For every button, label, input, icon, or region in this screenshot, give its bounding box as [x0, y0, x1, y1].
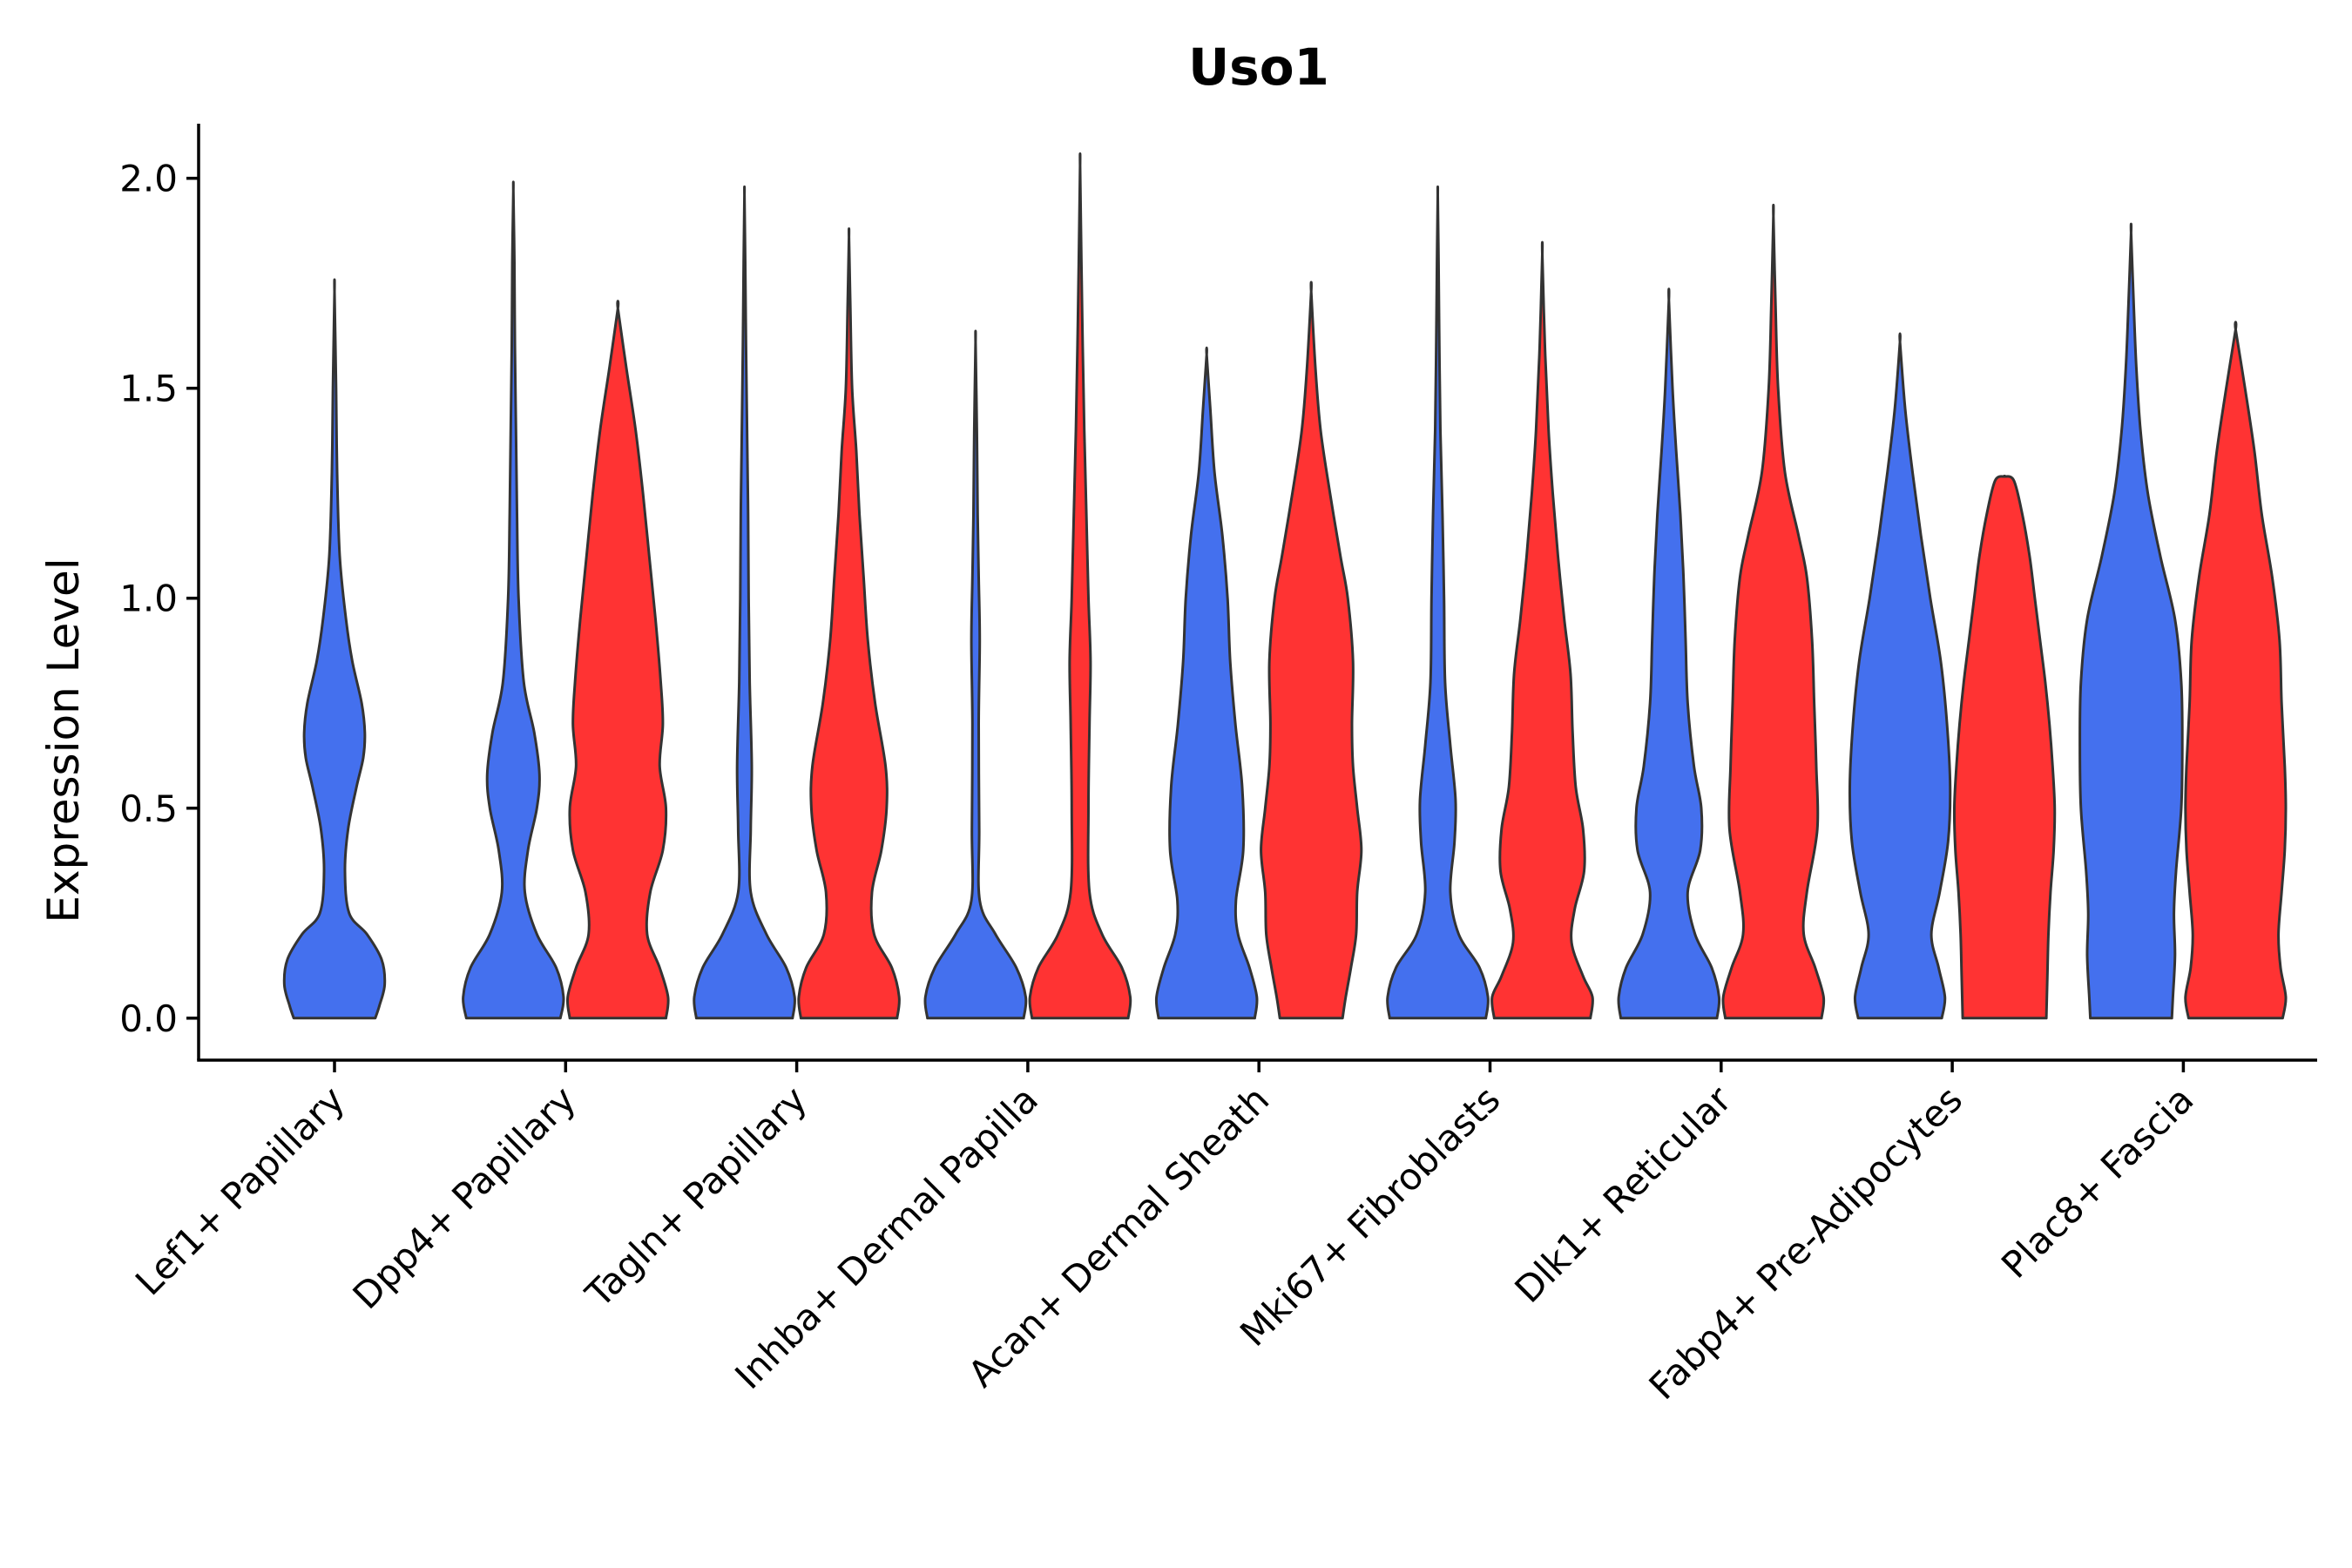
violin-dpp4-papillary-group-1: [462, 180, 565, 1020]
x-tick-label-dpp4-papillary: Dpp4+ Papillary: [345, 1078, 585, 1317]
y-tick-label: 0.5: [119, 787, 178, 830]
violin-dpp4-papillary-group-2: [565, 300, 670, 1020]
violin-acan-dermal-sheath-group-2: [1260, 280, 1363, 1020]
x-tick-label-plac8-fascia: Plac8+ Fascia: [1993, 1078, 2201, 1286]
violin-inhba-dermal-papilla-group-1: [923, 329, 1028, 1020]
y-tick-label: 1.0: [119, 578, 178, 620]
x-tick-label-mki67-fibroblasts: Mki67+ Fibroblasts: [1232, 1078, 1508, 1354]
chart-title: Uso1: [1188, 37, 1329, 97]
violin-mki67-fibroblasts-group-1: [1386, 185, 1490, 1020]
x-tick-label-lef1-papillary: Lef1+ Papillary: [127, 1078, 353, 1303]
violin-fabp4-pre-adipocytes-group-1: [1848, 332, 1952, 1020]
violin-dlk1-reticular-group-2: [1721, 203, 1826, 1020]
violins-layer: [282, 152, 2288, 1020]
violin-tagln-papillary-group-1: [693, 185, 796, 1020]
y-axis-label: Expression Level: [38, 558, 89, 923]
x-tick-label-dlk1-reticular: Dlk1+ Reticular: [1506, 1078, 1740, 1311]
violin-tagln-papillary-group-2: [797, 227, 901, 1020]
violin-plac8-fascia-group-1: [2078, 222, 2184, 1020]
violin-dlk1-reticular-group-1: [1617, 287, 1721, 1020]
y-tick-label: 1.5: [119, 368, 178, 410]
violin-inhba-dermal-papilla-group-2: [1028, 152, 1132, 1020]
violin-fabp4-pre-adipocytes-group-2: [1952, 474, 2057, 1020]
violin-acan-dermal-sheath-group-1: [1154, 346, 1259, 1020]
y-tick-label: 0.0: [119, 997, 178, 1040]
y-tick-label: 2.0: [119, 158, 178, 200]
violin-mki67-fibroblasts-group-2: [1490, 240, 1594, 1020]
x-tick-label-tagln-papillary: Tagln+ Papillary: [577, 1078, 814, 1315]
violin-lef1-papillary-group-1: [282, 278, 387, 1020]
violin-plac8-fascia-group-2: [2184, 321, 2288, 1020]
